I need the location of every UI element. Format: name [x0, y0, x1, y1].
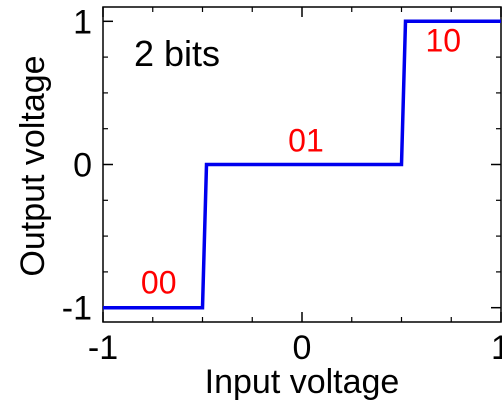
y-tick-label: 0 — [73, 147, 92, 185]
code-label-01: 01 — [288, 123, 324, 159]
code-labels: 00 01 10 — [141, 22, 461, 300]
tick-labels: -1 0 1-101 — [62, 3, 502, 367]
minor-ticks — [103, 7, 501, 322]
bits-annotation: 2 bits — [134, 33, 220, 74]
x-tick-label: -1 — [88, 329, 118, 367]
y-tick-label: -1 — [62, 290, 92, 328]
code-label-00: 00 — [141, 264, 177, 300]
series-layer — [103, 19, 501, 310]
x-axis-label: Input voltage — [205, 363, 400, 401]
x-tick-label: 0 — [293, 329, 312, 367]
y-axis-label: Output voltage — [14, 55, 52, 276]
x-tick-label: 1 — [491, 329, 502, 367]
quantizer-step-line — [103, 19, 501, 310]
y-tick-label: 1 — [73, 3, 92, 41]
code-label-10: 10 — [425, 22, 461, 58]
